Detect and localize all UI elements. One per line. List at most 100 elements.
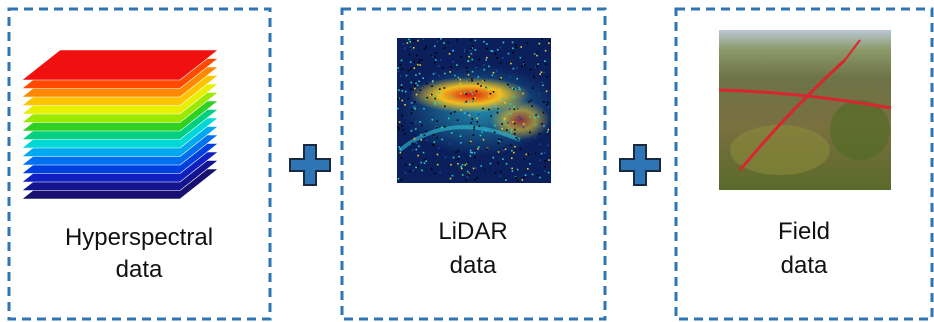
- lidar-point: [547, 102, 549, 104]
- lidar-point: [498, 151, 500, 153]
- lidar-point: [532, 87, 534, 89]
- lidar-point: [426, 131, 428, 133]
- lidar-point: [544, 171, 546, 173]
- lidar-point: [539, 177, 541, 179]
- lidar-point: [548, 172, 550, 174]
- lidar-point: [494, 125, 496, 127]
- lidar-point: [547, 76, 549, 78]
- lidar-point: [421, 59, 423, 61]
- lidar-point: [511, 130, 513, 132]
- lidar-point: [425, 46, 427, 48]
- lidar-point: [413, 40, 415, 42]
- lidar-point: [435, 123, 437, 125]
- lidar-point: [500, 77, 502, 79]
- lidar-point: [425, 160, 427, 162]
- lidar-point: [459, 79, 461, 81]
- lidar-point: [501, 123, 503, 125]
- lidar-point: [439, 172, 441, 174]
- lidar-point: [493, 72, 495, 74]
- lidar-point: [403, 43, 405, 45]
- lidar-point: [426, 83, 428, 85]
- lidar-point: [529, 132, 531, 134]
- lidar-point: [411, 122, 413, 124]
- lidar-point: [470, 122, 472, 124]
- lidar-point: [431, 85, 433, 87]
- lidar-point: [534, 117, 536, 119]
- lidar-point: [401, 115, 403, 117]
- lidar-point: [458, 150, 460, 152]
- lidar-point: [539, 160, 541, 162]
- lidar-point: [411, 49, 413, 51]
- lidar-point: [509, 108, 511, 110]
- lidar-point: [419, 59, 421, 61]
- lidar-point: [415, 122, 417, 124]
- lidar-point: [515, 88, 517, 90]
- lidar-point: [544, 152, 546, 154]
- lidar-point: [510, 113, 512, 115]
- lidar-point: [523, 123, 525, 125]
- lidar-point: [508, 53, 510, 55]
- lidar-point: [541, 38, 543, 40]
- lidar-point: [515, 44, 517, 46]
- lidar-point: [454, 75, 456, 77]
- lidar-point: [543, 101, 545, 103]
- lidar-point: [469, 80, 471, 82]
- lidar-point: [442, 67, 444, 69]
- lidar-point: [467, 112, 469, 114]
- lidar-point: [542, 85, 544, 87]
- lidar-point: [407, 98, 409, 100]
- lidar-point: [400, 75, 402, 77]
- lidar-point: [467, 71, 469, 73]
- lidar-point: [415, 108, 417, 110]
- lidar-point: [409, 54, 411, 56]
- lidar-point: [486, 148, 488, 150]
- lidar-point: [473, 101, 475, 103]
- lidar-point: [410, 68, 412, 70]
- lidar-point: [516, 67, 518, 69]
- lidar-point: [401, 125, 403, 127]
- lidar-point: [416, 94, 418, 96]
- lidar-point: [409, 171, 411, 173]
- lidar-point: [422, 38, 424, 40]
- lidar-point: [492, 50, 494, 52]
- lidar-point: [451, 132, 453, 134]
- lidar-point: [411, 88, 413, 90]
- lidar-point: [474, 157, 476, 159]
- lidar-point: [503, 42, 505, 44]
- lidar-point: [473, 168, 475, 170]
- lidar-point: [415, 167, 417, 169]
- lidar-point: [488, 109, 490, 111]
- lidar-point: [399, 148, 401, 150]
- lidar-point: [409, 164, 411, 166]
- lidar-point: [441, 139, 443, 141]
- lidar-point: [529, 117, 531, 119]
- lidar-point: [475, 167, 477, 169]
- lidar-point: [424, 134, 426, 136]
- lidar-point: [433, 134, 435, 136]
- lidar-point: [444, 126, 446, 128]
- lidar-point: [475, 40, 477, 42]
- lidar-point: [545, 63, 547, 65]
- node-label: LiDAR: [438, 218, 507, 245]
- lidar-point: [500, 171, 502, 173]
- lidar-point: [400, 179, 402, 181]
- lidar-point: [435, 96, 437, 98]
- lidar-point: [547, 131, 549, 133]
- lidar-point: [432, 81, 434, 83]
- lidar-point: [490, 163, 492, 165]
- lidar-point: [435, 72, 437, 74]
- lidar-point: [541, 123, 543, 125]
- lidar-point: [434, 141, 436, 143]
- lidar-point: [530, 69, 532, 71]
- lidar-point: [512, 42, 514, 44]
- lidar-point: [460, 93, 462, 95]
- lidar-point: [400, 87, 402, 89]
- lidar-point: [478, 146, 480, 148]
- lidar-point: [413, 170, 415, 172]
- lidar-point: [457, 163, 459, 165]
- lidar-point: [526, 154, 528, 156]
- lidar-point: [499, 47, 501, 49]
- lidar-point: [454, 111, 456, 113]
- lidar-point: [513, 96, 515, 98]
- lidar-point: [466, 67, 468, 69]
